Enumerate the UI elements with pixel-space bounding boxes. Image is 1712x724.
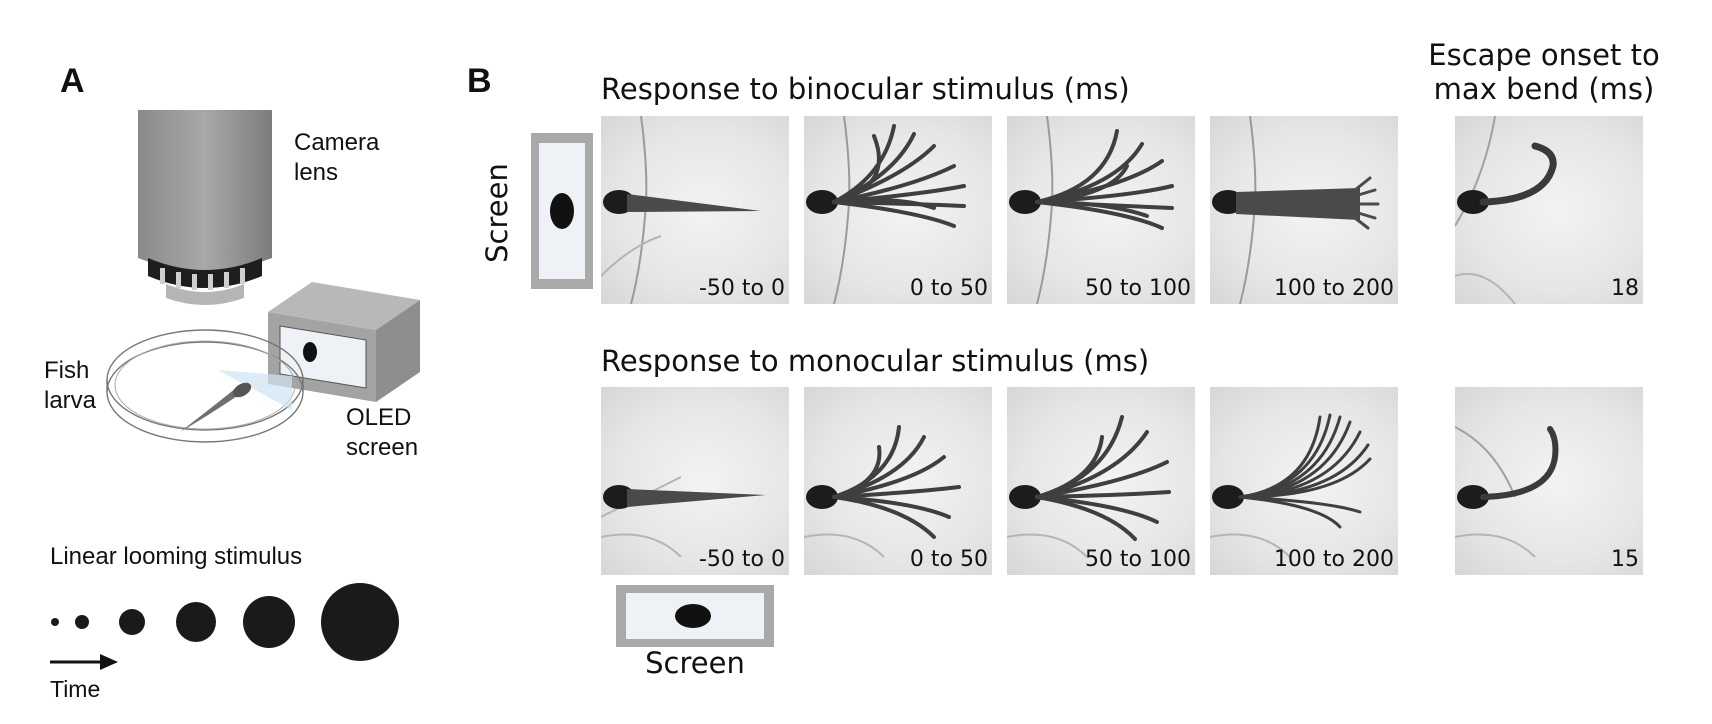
fish-larva-illustration <box>180 382 252 432</box>
monocular-tile-4: 100 to 200 <box>1210 387 1398 575</box>
tile-time-label: 50 to 100 <box>1084 276 1191 301</box>
binocular-tile-4: 100 to 200 <box>1210 116 1398 304</box>
fish-larva-label: Fish larva <box>44 357 97 414</box>
looming-stimulus-label: Linear looming stimulus <box>50 543 303 570</box>
oled-screen-label: OLED screen <box>346 404 419 461</box>
binocular-title: Response to binocular stimulus (ms) <box>601 72 1130 106</box>
binocular-tile-1: -50 to 0 <box>601 116 789 304</box>
tile-time-label: 18 <box>1611 276 1639 301</box>
looming-stimulus-dots <box>51 583 399 661</box>
petri-dish-illustration <box>106 329 304 443</box>
horizontal-screen-label: Screen <box>645 646 745 680</box>
binocular-max-bend-tile: 18 <box>1455 116 1643 304</box>
monocular-max-bend-tile: 15 <box>1455 387 1643 575</box>
panel-a-letter: A <box>60 62 85 100</box>
tile-time-label: 50 to 100 <box>1084 547 1191 572</box>
time-label: Time <box>50 676 101 702</box>
tile-time-label: 0 to 50 <box>909 276 988 301</box>
binocular-screen-icon <box>531 133 593 289</box>
panel-b-letter: B <box>467 62 492 100</box>
tile-time-label: 15 <box>1611 547 1639 572</box>
monocular-screen-icon <box>616 585 774 647</box>
tile-time-label: 100 to 200 <box>1273 547 1394 572</box>
binocular-tile-2: 0 to 50 <box>804 116 992 304</box>
monocular-title: Response to monocular stimulus (ms) <box>601 344 1150 378</box>
vertical-screen-label: Screen <box>480 163 514 263</box>
tile-time-label: -50 to 0 <box>698 547 785 572</box>
tile-time-label: 100 to 200 <box>1273 276 1394 301</box>
tile-time-label: -50 to 0 <box>698 276 785 301</box>
binocular-tile-3: 50 to 100 <box>1007 116 1195 304</box>
monocular-tile-1: -50 to 0 <box>601 387 789 575</box>
apparatus-illustration <box>50 110 420 670</box>
time-arrow-icon <box>50 654 118 670</box>
camera-lens-illustration <box>138 110 272 305</box>
max-bend-title: Escape onset to max bend (ms) <box>1428 38 1660 106</box>
camera-lens-label: Camera lens <box>294 129 380 186</box>
monocular-tile-2: 0 to 50 <box>804 387 992 575</box>
monocular-tile-3: 50 to 100 <box>1007 387 1195 575</box>
tile-time-label: 0 to 50 <box>909 547 988 572</box>
